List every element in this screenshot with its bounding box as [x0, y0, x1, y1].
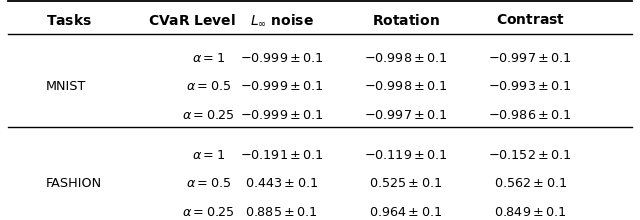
Text: $\alpha = 1$: $\alpha = 1$: [192, 52, 225, 65]
Text: $\mathbf{CVaR\ Level}$: $\mathbf{CVaR\ Level}$: [148, 13, 236, 28]
Text: $0.885 \pm 0.1$: $0.885 \pm 0.1$: [245, 206, 318, 219]
Text: $\mathbf{Rotation}$: $\mathbf{Rotation}$: [372, 13, 440, 28]
Text: $0.849 \pm 0.1$: $0.849 \pm 0.1$: [494, 206, 567, 219]
Text: $\mathbf{Tasks}$: $\mathbf{Tasks}$: [46, 13, 92, 28]
Text: $0.525 \pm 0.1$: $0.525 \pm 0.1$: [369, 177, 443, 190]
Text: $\alpha = 1$: $\alpha = 1$: [192, 149, 225, 162]
Text: $\alpha = 0.5$: $\alpha = 0.5$: [186, 177, 231, 190]
Text: $-0.997 \pm 0.1$: $-0.997 \pm 0.1$: [488, 52, 572, 65]
Text: $\mathbf{Contrast}$: $\mathbf{Contrast}$: [496, 13, 564, 27]
Text: $-0.986 \pm 0.1$: $-0.986 \pm 0.1$: [488, 109, 572, 122]
Text: $-0.119 \pm 0.1$: $-0.119 \pm 0.1$: [364, 149, 448, 162]
Text: $-0.152 \pm 0.1$: $-0.152 \pm 0.1$: [488, 149, 572, 162]
Text: $-0.997 \pm 0.1$: $-0.997 \pm 0.1$: [364, 109, 448, 122]
Text: $-0.999 \pm 0.1$: $-0.999 \pm 0.1$: [240, 80, 324, 93]
Text: $-0.999 \pm 0.1$: $-0.999 \pm 0.1$: [240, 52, 324, 65]
Text: $-0.998 \pm 0.1$: $-0.998 \pm 0.1$: [364, 80, 448, 93]
Text: $0.562 \pm 0.1$: $0.562 \pm 0.1$: [493, 177, 567, 190]
Text: $-0.993 \pm 0.1$: $-0.993 \pm 0.1$: [488, 80, 572, 93]
Text: $-0.999 \pm 0.1$: $-0.999 \pm 0.1$: [240, 109, 324, 122]
Text: FASHION: FASHION: [46, 177, 102, 190]
Text: $\mathit{L}_\infty$ $\mathbf{noise}$: $\mathit{L}_\infty$ $\mathbf{noise}$: [250, 13, 314, 28]
Text: $\alpha = 0.25$: $\alpha = 0.25$: [182, 206, 235, 219]
Text: $0.964 \pm 0.1$: $0.964 \pm 0.1$: [369, 206, 443, 219]
Text: $\alpha = 0.5$: $\alpha = 0.5$: [186, 80, 231, 93]
Text: $0.443 \pm 0.1$: $0.443 \pm 0.1$: [245, 177, 319, 190]
Text: $-0.998 \pm 0.1$: $-0.998 \pm 0.1$: [364, 52, 448, 65]
Text: $-0.191 \pm 0.1$: $-0.191 \pm 0.1$: [240, 149, 324, 162]
Text: MNIST: MNIST: [46, 80, 86, 93]
Text: $\alpha = 0.25$: $\alpha = 0.25$: [182, 109, 235, 122]
